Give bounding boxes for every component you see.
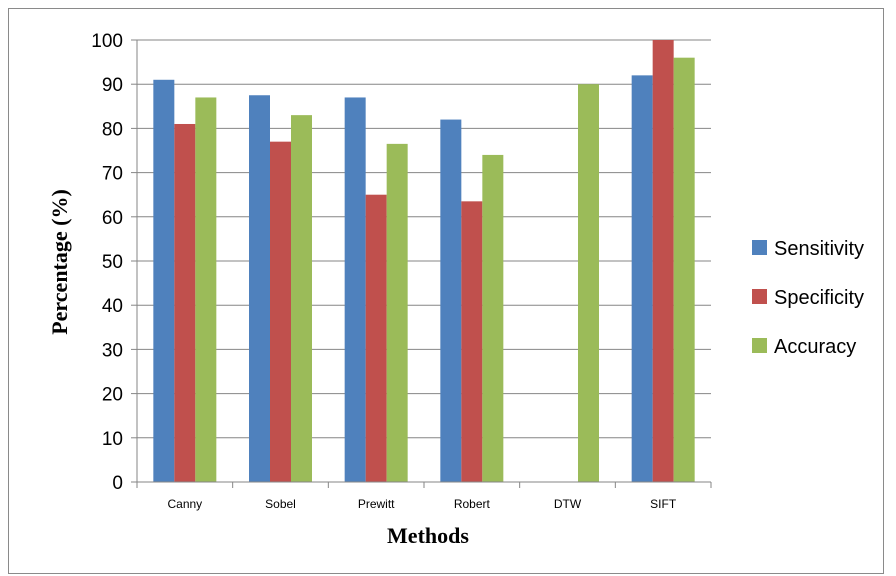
y-tick-label: 0 <box>112 473 123 494</box>
legend-label-accuracy: Accuracy <box>774 336 856 358</box>
bar-specificity-canny <box>174 123 196 482</box>
bar-specificity-sobel <box>270 141 291 482</box>
bar-specificity-robert <box>461 201 483 482</box>
y-tick-label: 60 <box>102 208 123 229</box>
bar-accuracy-sift <box>673 57 695 483</box>
bar-accuracy-dtw <box>578 84 599 482</box>
bar-accuracy-canny <box>195 97 217 483</box>
x-tick-labels: Canny Sobel Prewitt Robert DTW SIFT <box>136 482 712 511</box>
x-tick-label: Prewitt <box>358 497 395 511</box>
bar-sensitivity-prewitt <box>344 97 366 483</box>
x-tick-label: Canny <box>167 497 202 511</box>
x-tick-label: DTW <box>554 497 582 511</box>
y-tick-label: 80 <box>102 119 123 140</box>
y-tick-label: 90 <box>102 75 123 96</box>
gridlines <box>131 39 711 483</box>
bar-specificity-sift <box>652 40 674 482</box>
bar-accuracy-sobel <box>291 115 312 482</box>
y-tick-label: 20 <box>102 385 123 406</box>
y-tick-label: 40 <box>102 296 123 317</box>
y-tick-label: 30 <box>102 340 123 361</box>
legend-swatch-accuracy <box>752 338 767 353</box>
bar-sensitivity-sift <box>631 75 653 483</box>
legend-label-specificity: Specificity <box>774 287 864 309</box>
y-tick-labels: 0 10 20 30 40 50 60 70 80 90 100 <box>91 31 123 494</box>
legend-swatch-sensitivity <box>752 240 767 255</box>
y-tick-label: 70 <box>102 164 123 185</box>
bar-specificity-prewitt <box>365 194 387 482</box>
x-tick-label: Robert <box>454 497 491 511</box>
x-tick-label: Sobel <box>265 497 296 511</box>
legend-label-sensitivity: Sensitivity <box>774 238 864 260</box>
x-tick-label: SIFT <box>650 497 677 511</box>
x-axis-title: Methods <box>387 523 469 548</box>
legend: Sensitivity Specificity Accuracy <box>752 238 864 358</box>
y-tick-label: 10 <box>102 429 123 450</box>
bar-sensitivity-canny <box>153 79 175 482</box>
y-tick-label: 50 <box>102 252 123 273</box>
legend-swatch-specificity <box>752 289 767 304</box>
bar-accuracy-prewitt <box>386 143 408 482</box>
bar-sensitivity-robert <box>440 119 462 482</box>
bar-accuracy-robert <box>482 154 504 483</box>
y-axis-title: Percentage (%) <box>47 189 72 335</box>
bar-sensitivity-sobel <box>249 95 270 482</box>
y-tick-label: 100 <box>91 31 123 52</box>
bars <box>153 40 695 483</box>
